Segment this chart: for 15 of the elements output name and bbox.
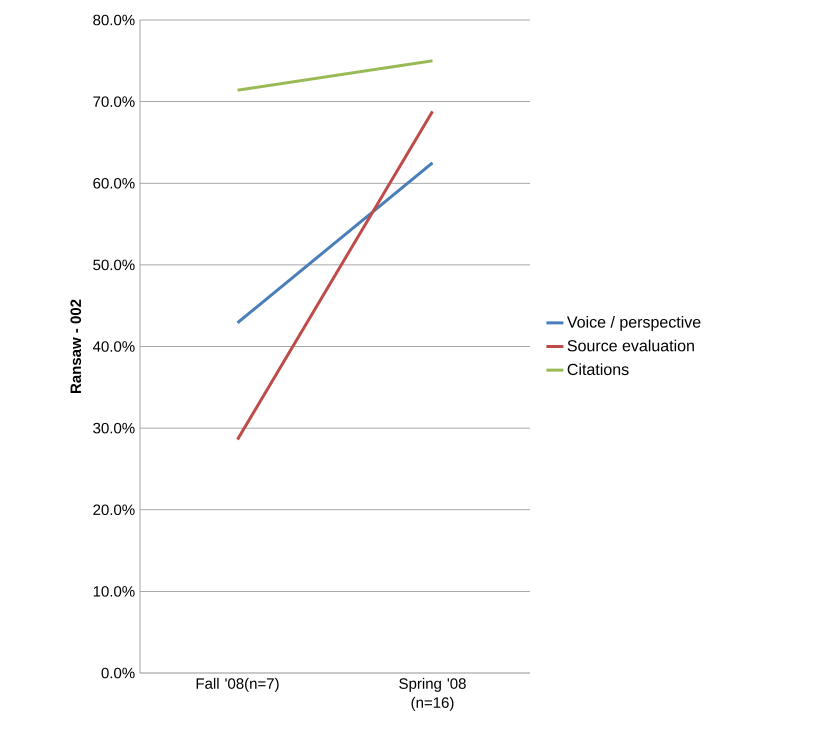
y-tick-label: 30.0% xyxy=(93,422,135,434)
y-tick-label: 20.0% xyxy=(93,504,135,516)
y-tick-label: 0.0% xyxy=(102,668,135,678)
x-tick-label: Spring '08 (n=16) xyxy=(399,678,466,711)
y-tick-label: 60.0% xyxy=(93,178,135,189)
y-tick-label: 40.0% xyxy=(92,341,135,352)
y-tick-label: 70.0% xyxy=(93,96,135,107)
y-axis-title: Ransaw - 002 xyxy=(70,300,82,394)
legend-label: Citations xyxy=(568,363,629,376)
legend-label: Source evaluation xyxy=(568,340,694,352)
y-tick-label: 80.0% xyxy=(93,14,135,26)
y-tick-label: 50.0% xyxy=(93,260,135,270)
legend-label: Voice / perspective xyxy=(566,316,700,331)
y-tick-label: 10.0% xyxy=(94,586,135,597)
x-tick-label: Fall '08(n=7) xyxy=(196,678,279,692)
